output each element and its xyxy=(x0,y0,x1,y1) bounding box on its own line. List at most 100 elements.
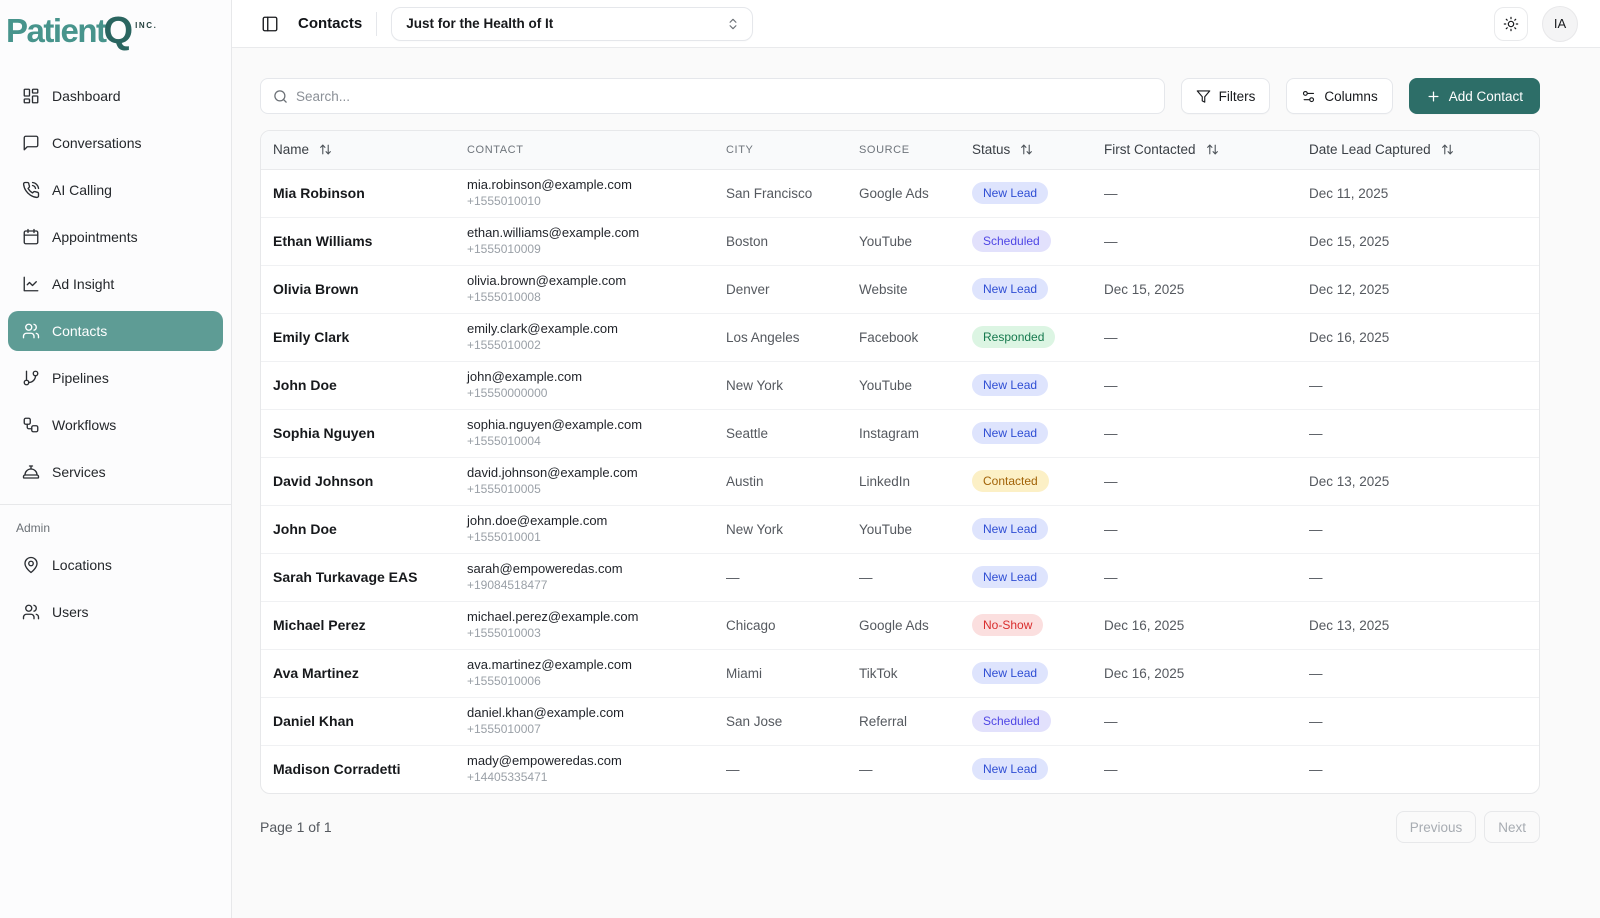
sidebar-item-pipelines[interactable]: Pipelines xyxy=(8,358,223,398)
contact-email: sophia.nguyen@example.com xyxy=(467,416,643,432)
status-badge: Contacted xyxy=(972,470,1049,492)
main-column: Contacts Just for the Health of It IA xyxy=(232,0,1600,918)
sidebar-item-conversations[interactable]: Conversations xyxy=(8,123,223,163)
contact-name: David Johnson xyxy=(273,473,374,489)
page-info: Page 1 of 1 xyxy=(260,819,332,835)
date-lead-captured: Dec 13, 2025 xyxy=(1309,617,1390,633)
theme-toggle-button[interactable] xyxy=(1494,6,1528,41)
contact-city: San Francisco xyxy=(726,185,813,201)
column-header-status[interactable]: Status xyxy=(960,131,1092,170)
arrow-up-down-icon[interactable] xyxy=(1206,143,1219,156)
contact-name: Olivia Brown xyxy=(273,281,359,297)
contact-city: Los Angeles xyxy=(726,329,800,345)
first-contacted-date: — xyxy=(1104,233,1118,249)
first-contacted-date: — xyxy=(1104,377,1118,393)
contact-name: Emily Clark xyxy=(273,329,350,345)
map-pin-icon xyxy=(22,556,40,574)
first-contacted-date: Dec 16, 2025 xyxy=(1104,665,1185,681)
sidebar-item-locations[interactable]: Locations xyxy=(8,545,223,585)
date-lead-captured: Dec 16, 2025 xyxy=(1309,329,1390,345)
page-title: Contacts xyxy=(298,15,363,32)
status-cell: Scheduled xyxy=(960,697,1092,745)
contact-phone: +1555010003 xyxy=(467,625,541,640)
sun-icon xyxy=(1503,16,1519,32)
contact-source: — xyxy=(859,569,873,585)
status-badge: New Lead xyxy=(972,182,1049,204)
next-page-button[interactable]: Next xyxy=(1484,811,1540,843)
contact-city: Boston xyxy=(726,233,769,249)
table-row[interactable]: Madison Corradetti mady@empoweredas.com … xyxy=(261,745,1539,793)
contact-source: LinkedIn xyxy=(859,473,911,489)
column-header-first-contacted[interactable]: First Contacted xyxy=(1092,131,1297,170)
contact-phone: +1555010009 xyxy=(467,241,541,256)
table-row[interactable]: Michael Perez michael.perez@example.com … xyxy=(261,601,1539,649)
table-row[interactable]: John Doe john.doe@example.com +155501000… xyxy=(261,505,1539,553)
previous-page-button[interactable]: Previous xyxy=(1395,811,1477,843)
contact-info-cell: michael.perez@example.com +1555010003 xyxy=(455,601,714,649)
contact-info-cell: sarah@empoweredas.com +19084518477 xyxy=(455,553,714,601)
contact-source: YouTube xyxy=(859,521,913,537)
contact-email: john.doe@example.com xyxy=(467,512,608,528)
sidebar-item-dashboard[interactable]: Dashboard xyxy=(8,76,223,116)
search-input[interactable] xyxy=(296,88,1152,104)
contact-name: Daniel Khan xyxy=(273,713,354,729)
contact-email: michael.perez@example.com xyxy=(467,608,639,624)
sidebar-item-users[interactable]: Users xyxy=(8,592,223,632)
sidebar-item-label: Appointments xyxy=(52,229,138,245)
sidebar-divider xyxy=(0,504,231,505)
sidebar-item-services[interactable]: Services xyxy=(8,452,223,492)
contact-name: John Doe xyxy=(273,377,337,393)
contacts-table-card: Name CONTACT CITY SOURCE xyxy=(260,130,1540,794)
contact-source: — xyxy=(859,761,873,777)
sidebar-item-contacts[interactable]: Contacts xyxy=(8,311,223,351)
sidebar-item-ai-calling[interactable]: AI Calling xyxy=(8,170,223,210)
table-row[interactable]: Daniel Khan daniel.khan@example.com +155… xyxy=(261,697,1539,745)
arrow-up-down-icon[interactable] xyxy=(1441,143,1454,156)
status-cell: New Lead xyxy=(960,169,1092,217)
add-contact-button[interactable]: Add Contact xyxy=(1408,78,1540,114)
user-avatar[interactable]: IA xyxy=(1542,5,1578,42)
search-box xyxy=(260,78,1165,114)
brand-logo: Patient Q INC. xyxy=(0,0,231,62)
sidebar-item-ad-insight[interactable]: Ad Insight xyxy=(8,264,223,304)
sidebar-item-appointments[interactable]: Appointments xyxy=(8,217,223,257)
table-row[interactable]: Emily Clark emily.clark@example.com +155… xyxy=(261,313,1539,361)
first-contacted-date: — xyxy=(1104,473,1118,489)
date-lead-captured: — xyxy=(1309,425,1323,441)
arrow-up-down-icon[interactable] xyxy=(1020,143,1033,156)
contact-name: Sophia Nguyen xyxy=(273,425,375,441)
table-row[interactable]: Olivia Brown olivia.brown@example.com +1… xyxy=(261,265,1539,313)
location-selector[interactable]: Just for the Health of It xyxy=(391,6,754,41)
table-row[interactable]: Ethan Williams ethan.williams@example.co… xyxy=(261,217,1539,265)
sidebar-item-workflows[interactable]: Workflows xyxy=(8,405,223,445)
date-lead-captured: — xyxy=(1309,761,1323,777)
search-icon xyxy=(273,89,288,104)
table-row[interactable]: David Johnson david.johnson@example.com … xyxy=(261,457,1539,505)
table-row[interactable]: Sophia Nguyen sophia.nguyen@example.com … xyxy=(261,409,1539,457)
table-row[interactable]: John Doe john@example.com +15550000000 N… xyxy=(261,361,1539,409)
contact-info-cell: olivia.brown@example.com +1555010008 xyxy=(455,265,714,313)
column-header-date-lead-captured[interactable]: Date Lead Captured xyxy=(1297,131,1539,170)
line-chart-icon xyxy=(22,275,40,293)
date-lead-captured: Dec 15, 2025 xyxy=(1309,233,1390,249)
status-badge: New Lead xyxy=(972,566,1049,588)
table-row[interactable]: Sarah Turkavage EAS sarah@empoweredas.co… xyxy=(261,553,1539,601)
table-row[interactable]: Ava Martinez ava.martinez@example.com +1… xyxy=(261,649,1539,697)
contact-source: Website xyxy=(859,281,908,297)
arrow-up-down-icon[interactable] xyxy=(319,143,332,156)
date-lead-captured: — xyxy=(1309,521,1323,537)
chevrons-up-down-icon xyxy=(726,17,740,31)
status-cell: New Lead xyxy=(960,505,1092,553)
sidebar-toggle-button[interactable] xyxy=(256,10,284,38)
filters-button[interactable]: Filters xyxy=(1180,78,1271,114)
contact-info-cell: david.johnson@example.com +1555010005 xyxy=(455,457,714,505)
logo-q: Q xyxy=(103,9,134,52)
table-row[interactable]: Mia Robinson mia.robinson@example.com +1… xyxy=(261,169,1539,217)
sidebar-item-label: Contacts xyxy=(52,323,108,339)
columns-button[interactable]: Columns xyxy=(1286,78,1393,114)
contact-source: Referral xyxy=(859,713,908,729)
contact-city: San Jose xyxy=(726,713,783,729)
git-branch-icon xyxy=(22,369,40,387)
conversations-icon xyxy=(22,134,40,152)
column-header-name[interactable]: Name xyxy=(261,131,455,170)
